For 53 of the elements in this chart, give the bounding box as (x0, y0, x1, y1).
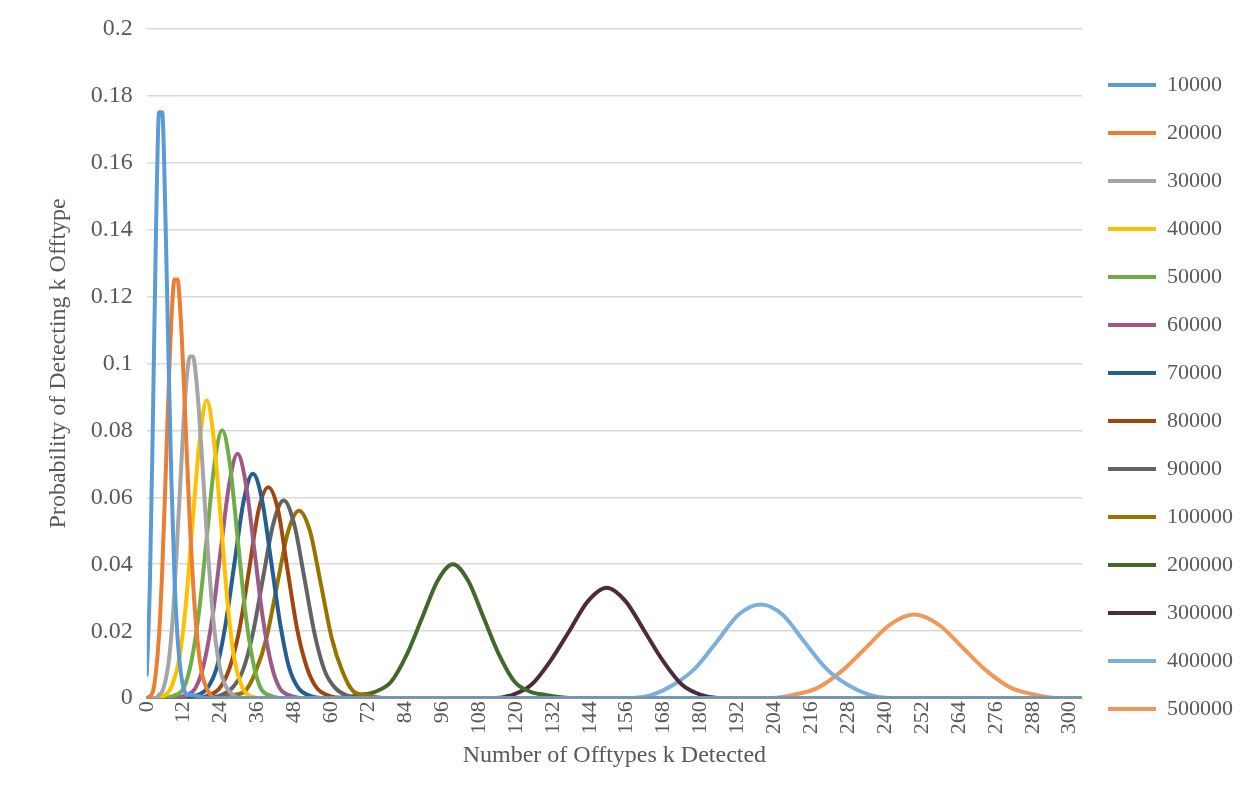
y-tick-label: 0.12 (90, 281, 133, 308)
x-tick-label: 252 (907, 701, 933, 735)
y-tick-label: 0.06 (90, 482, 133, 509)
x-tick-label: 204 (760, 701, 786, 735)
legend-label: 80000 (1167, 406, 1222, 432)
x-tick-label: 240 (870, 701, 896, 735)
x-tick-label: 132 (538, 701, 564, 735)
legend-label: 500000 (1167, 694, 1233, 720)
x-tick-label: 108 (464, 701, 490, 735)
x-tick-label: 264 (944, 701, 970, 735)
legend-label: 70000 (1167, 358, 1222, 384)
x-tick-label: 60 (317, 701, 343, 724)
x-tick-label: 216 (797, 701, 823, 735)
legend-label: 400000 (1167, 646, 1233, 672)
x-tick-label: 12 (169, 701, 195, 724)
legend-label: 30000 (1167, 166, 1222, 192)
y-tick-label: 0.04 (90, 549, 133, 576)
y-tick-label: 0.2 (102, 13, 133, 40)
x-tick-label: 180 (686, 701, 712, 735)
y-tick-label: 0.14 (90, 214, 133, 241)
y-tick-label: 0.16 (90, 147, 133, 174)
legend-label: 90000 (1167, 454, 1222, 480)
legend-label: 300000 (1167, 598, 1233, 624)
x-tick-label: 156 (612, 701, 638, 735)
y-tick-label: 0.18 (90, 80, 133, 107)
x-tick-label: 144 (575, 701, 601, 735)
y-tick-label: 0.1 (102, 348, 133, 375)
x-tick-label: 288 (1018, 701, 1044, 735)
x-axis-title: Number of Offtypes k Detected (462, 740, 767, 767)
legend-label: 50000 (1167, 262, 1222, 288)
x-tick-label: 276 (981, 701, 1007, 735)
x-tick-label: 192 (723, 701, 749, 735)
x-tick-label: 48 (280, 701, 306, 724)
y-axis-title: Probability of Detecting k Offtype (43, 198, 70, 529)
legend-label: 60000 (1167, 310, 1222, 336)
legend-label: 100000 (1167, 502, 1233, 528)
x-tick-label: 36 (243, 701, 269, 724)
legend-label: 200000 (1167, 550, 1233, 576)
y-tick-label: 0.08 (90, 415, 133, 442)
legend-label: 20000 (1167, 118, 1222, 144)
legend-label: 40000 (1167, 214, 1222, 240)
y-tick-label: 0.02 (90, 616, 133, 643)
legend-label: 10000 (1167, 70, 1222, 96)
x-tick-label: 168 (649, 701, 675, 735)
x-tick-label: 24 (206, 701, 232, 724)
line-series (146, 110, 1082, 699)
x-tick-label: 300 (1055, 701, 1081, 735)
x-tick-label: 0 (132, 701, 158, 713)
x-tick-label: 96 (427, 701, 453, 724)
x-tick-label: 228 (833, 701, 859, 735)
x-tick-label: 72 (354, 701, 380, 724)
x-tick-label: 120 (501, 701, 527, 735)
x-tick-label: 84 (390, 701, 416, 724)
